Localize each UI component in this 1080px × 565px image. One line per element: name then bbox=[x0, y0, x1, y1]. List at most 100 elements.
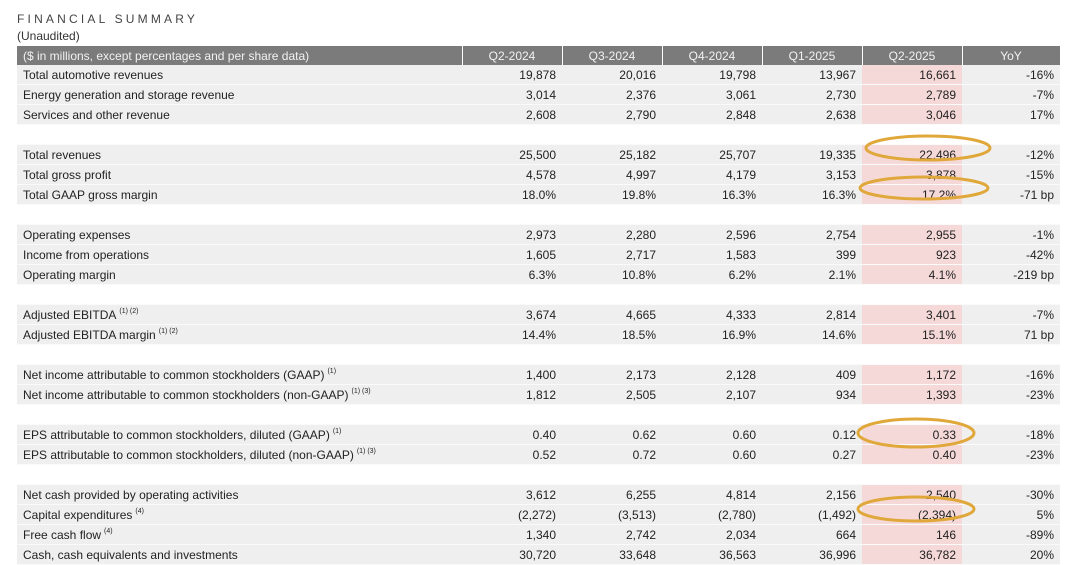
table-row: Total gross profit 4,578 4,997 4,179 3,153 3,… bbox=[17, 164, 1060, 185]
value-cell: 934 bbox=[762, 384, 862, 405]
row-label: Net income attributable to common stockh… bbox=[17, 384, 462, 405]
table-row: Operating margin 6.3% 10.8% 6.2% 2.1% 4.1% -21… bbox=[17, 264, 1060, 285]
footnote-ref: (1) (3) bbox=[351, 387, 371, 395]
value-cell: 2,790 bbox=[562, 104, 662, 125]
spacer-cell bbox=[17, 284, 1060, 305]
yoy-cell: 5% bbox=[962, 504, 1060, 525]
value-cell: 2.1% bbox=[762, 264, 862, 285]
table-row: Operating expenses 2,973 2,280 2,596 2,754 2,… bbox=[17, 224, 1060, 245]
value-cell: 923 bbox=[862, 244, 962, 265]
row-label-text: Total gross profit bbox=[23, 167, 112, 182]
table-row: Income from operations 1,605 2,717 1,583 399… bbox=[17, 244, 1060, 265]
value-cell: 16.9% bbox=[662, 324, 762, 345]
spacer-cell bbox=[17, 124, 1060, 145]
footnote-ref: (4) bbox=[135, 507, 144, 515]
value-cell: 1,605 bbox=[462, 244, 562, 265]
value-cell: 0.40 bbox=[462, 424, 562, 445]
yoy-cell: -71 bp bbox=[962, 184, 1060, 205]
value-cell: 2,638 bbox=[762, 104, 862, 125]
row-label-text: EPS attributable to common stockholders,… bbox=[23, 427, 330, 442]
value-cell: 25,182 bbox=[562, 144, 662, 165]
value-cell: 18.0% bbox=[462, 184, 562, 205]
value-cell: 16,661 bbox=[862, 65, 962, 85]
row-label-text: EPS attributable to common stockholders,… bbox=[23, 447, 354, 462]
value-cell: 409 bbox=[762, 364, 862, 385]
yoy-cell: -16% bbox=[962, 364, 1060, 385]
value-cell: 3,674 bbox=[462, 304, 562, 325]
value-cell: 15.1% bbox=[862, 324, 962, 345]
value-cell: 2,505 bbox=[562, 384, 662, 405]
spacer-row bbox=[17, 344, 1060, 365]
table-row: Net income attributable to common stockh… bbox=[17, 364, 1060, 385]
row-label: EPS attributable to common stockholders,… bbox=[17, 444, 462, 465]
value-cell: 2,540 bbox=[862, 484, 962, 505]
value-cell: 1,400 bbox=[462, 364, 562, 385]
value-cell: 0.52 bbox=[462, 444, 562, 465]
table-row: Free cash flow (4) 1,340 2,742 2,034 664 146 -8… bbox=[17, 524, 1060, 545]
financial-summary-table: ($ in millions, except percentages and p… bbox=[17, 46, 1061, 565]
yoy-cell: -89% bbox=[962, 524, 1060, 545]
row-label-text: Operating margin bbox=[23, 267, 116, 282]
spacer-cell bbox=[17, 464, 1060, 485]
footnote-ref: (1) (2) bbox=[119, 307, 139, 315]
header-units: ($ in millions, except percentages and p… bbox=[17, 46, 463, 65]
yoy-cell: -7% bbox=[962, 304, 1060, 325]
value-cell: 13,967 bbox=[762, 65, 862, 85]
value-cell: 19,878 bbox=[462, 65, 562, 85]
value-cell: 22,496 bbox=[862, 144, 962, 165]
value-cell: 0.62 bbox=[562, 424, 662, 445]
row-label-text: Adjusted EBITDA margin bbox=[23, 327, 156, 342]
value-cell: 2,596 bbox=[662, 224, 762, 245]
row-label: Free cash flow (4) bbox=[17, 524, 462, 545]
report-title: FINANCIAL SUMMARY bbox=[17, 12, 199, 26]
table-row: Total automotive revenues 19,878 20,016 19,… bbox=[17, 65, 1060, 85]
spacer-row bbox=[17, 284, 1060, 305]
table-row: Net income attributable to common stockh… bbox=[17, 384, 1060, 405]
row-label: Cash, cash equivalents and investments bbox=[17, 544, 462, 565]
value-cell: 19,335 bbox=[762, 144, 862, 165]
yoy-cell: -18% bbox=[962, 424, 1060, 445]
value-cell: 1,812 bbox=[462, 384, 562, 405]
value-cell: 2,608 bbox=[462, 104, 562, 125]
row-label-text: Net income attributable to common stockh… bbox=[23, 367, 325, 382]
row-label: Income from operations bbox=[17, 244, 462, 265]
yoy-cell: 20% bbox=[962, 544, 1060, 565]
report-subtitle: (Unaudited) bbox=[17, 29, 80, 43]
value-cell: 4,665 bbox=[562, 304, 662, 325]
table-row: EPS attributable to common stockholders,… bbox=[17, 424, 1060, 445]
value-cell: 36,563 bbox=[662, 544, 762, 565]
value-cell: 0.60 bbox=[662, 424, 762, 445]
value-cell: 1,393 bbox=[862, 384, 962, 405]
yoy-cell: -15% bbox=[962, 164, 1060, 185]
value-cell: 4.1% bbox=[862, 264, 962, 285]
value-cell: 0.12 bbox=[762, 424, 862, 445]
row-label: EPS attributable to common stockholders,… bbox=[17, 424, 462, 445]
row-label-text: Operating expenses bbox=[23, 227, 131, 242]
value-cell: 6,255 bbox=[562, 484, 662, 505]
value-cell: (1,492) bbox=[762, 504, 862, 525]
row-label: Net cash provided by operating activitie… bbox=[17, 484, 462, 505]
value-cell: 6.3% bbox=[462, 264, 562, 285]
spacer-cell bbox=[17, 204, 1060, 225]
yoy-cell: 71 bp bbox=[962, 324, 1060, 345]
value-cell: 10.8% bbox=[562, 264, 662, 285]
row-label: Total revenues bbox=[17, 144, 462, 165]
value-cell: 2,848 bbox=[662, 104, 762, 125]
value-cell: 146 bbox=[862, 524, 962, 545]
value-cell: 16.3% bbox=[662, 184, 762, 205]
value-cell: 2,173 bbox=[562, 364, 662, 385]
value-cell: 36,782 bbox=[862, 544, 962, 565]
value-cell: 4,997 bbox=[562, 164, 662, 185]
value-cell: 2,717 bbox=[562, 244, 662, 265]
row-label: Services and other revenue bbox=[17, 104, 462, 125]
spacer-row bbox=[17, 464, 1060, 485]
yoy-cell: -30% bbox=[962, 484, 1060, 505]
value-cell: 1,340 bbox=[462, 524, 562, 545]
value-cell: (2,394) bbox=[862, 504, 962, 525]
value-cell: 2,730 bbox=[762, 84, 862, 105]
value-cell: 14.6% bbox=[762, 324, 862, 345]
value-cell: 664 bbox=[762, 524, 862, 545]
footnote-ref: (1) bbox=[327, 367, 337, 375]
value-cell: 18.5% bbox=[562, 324, 662, 345]
value-cell: 1,172 bbox=[862, 364, 962, 385]
